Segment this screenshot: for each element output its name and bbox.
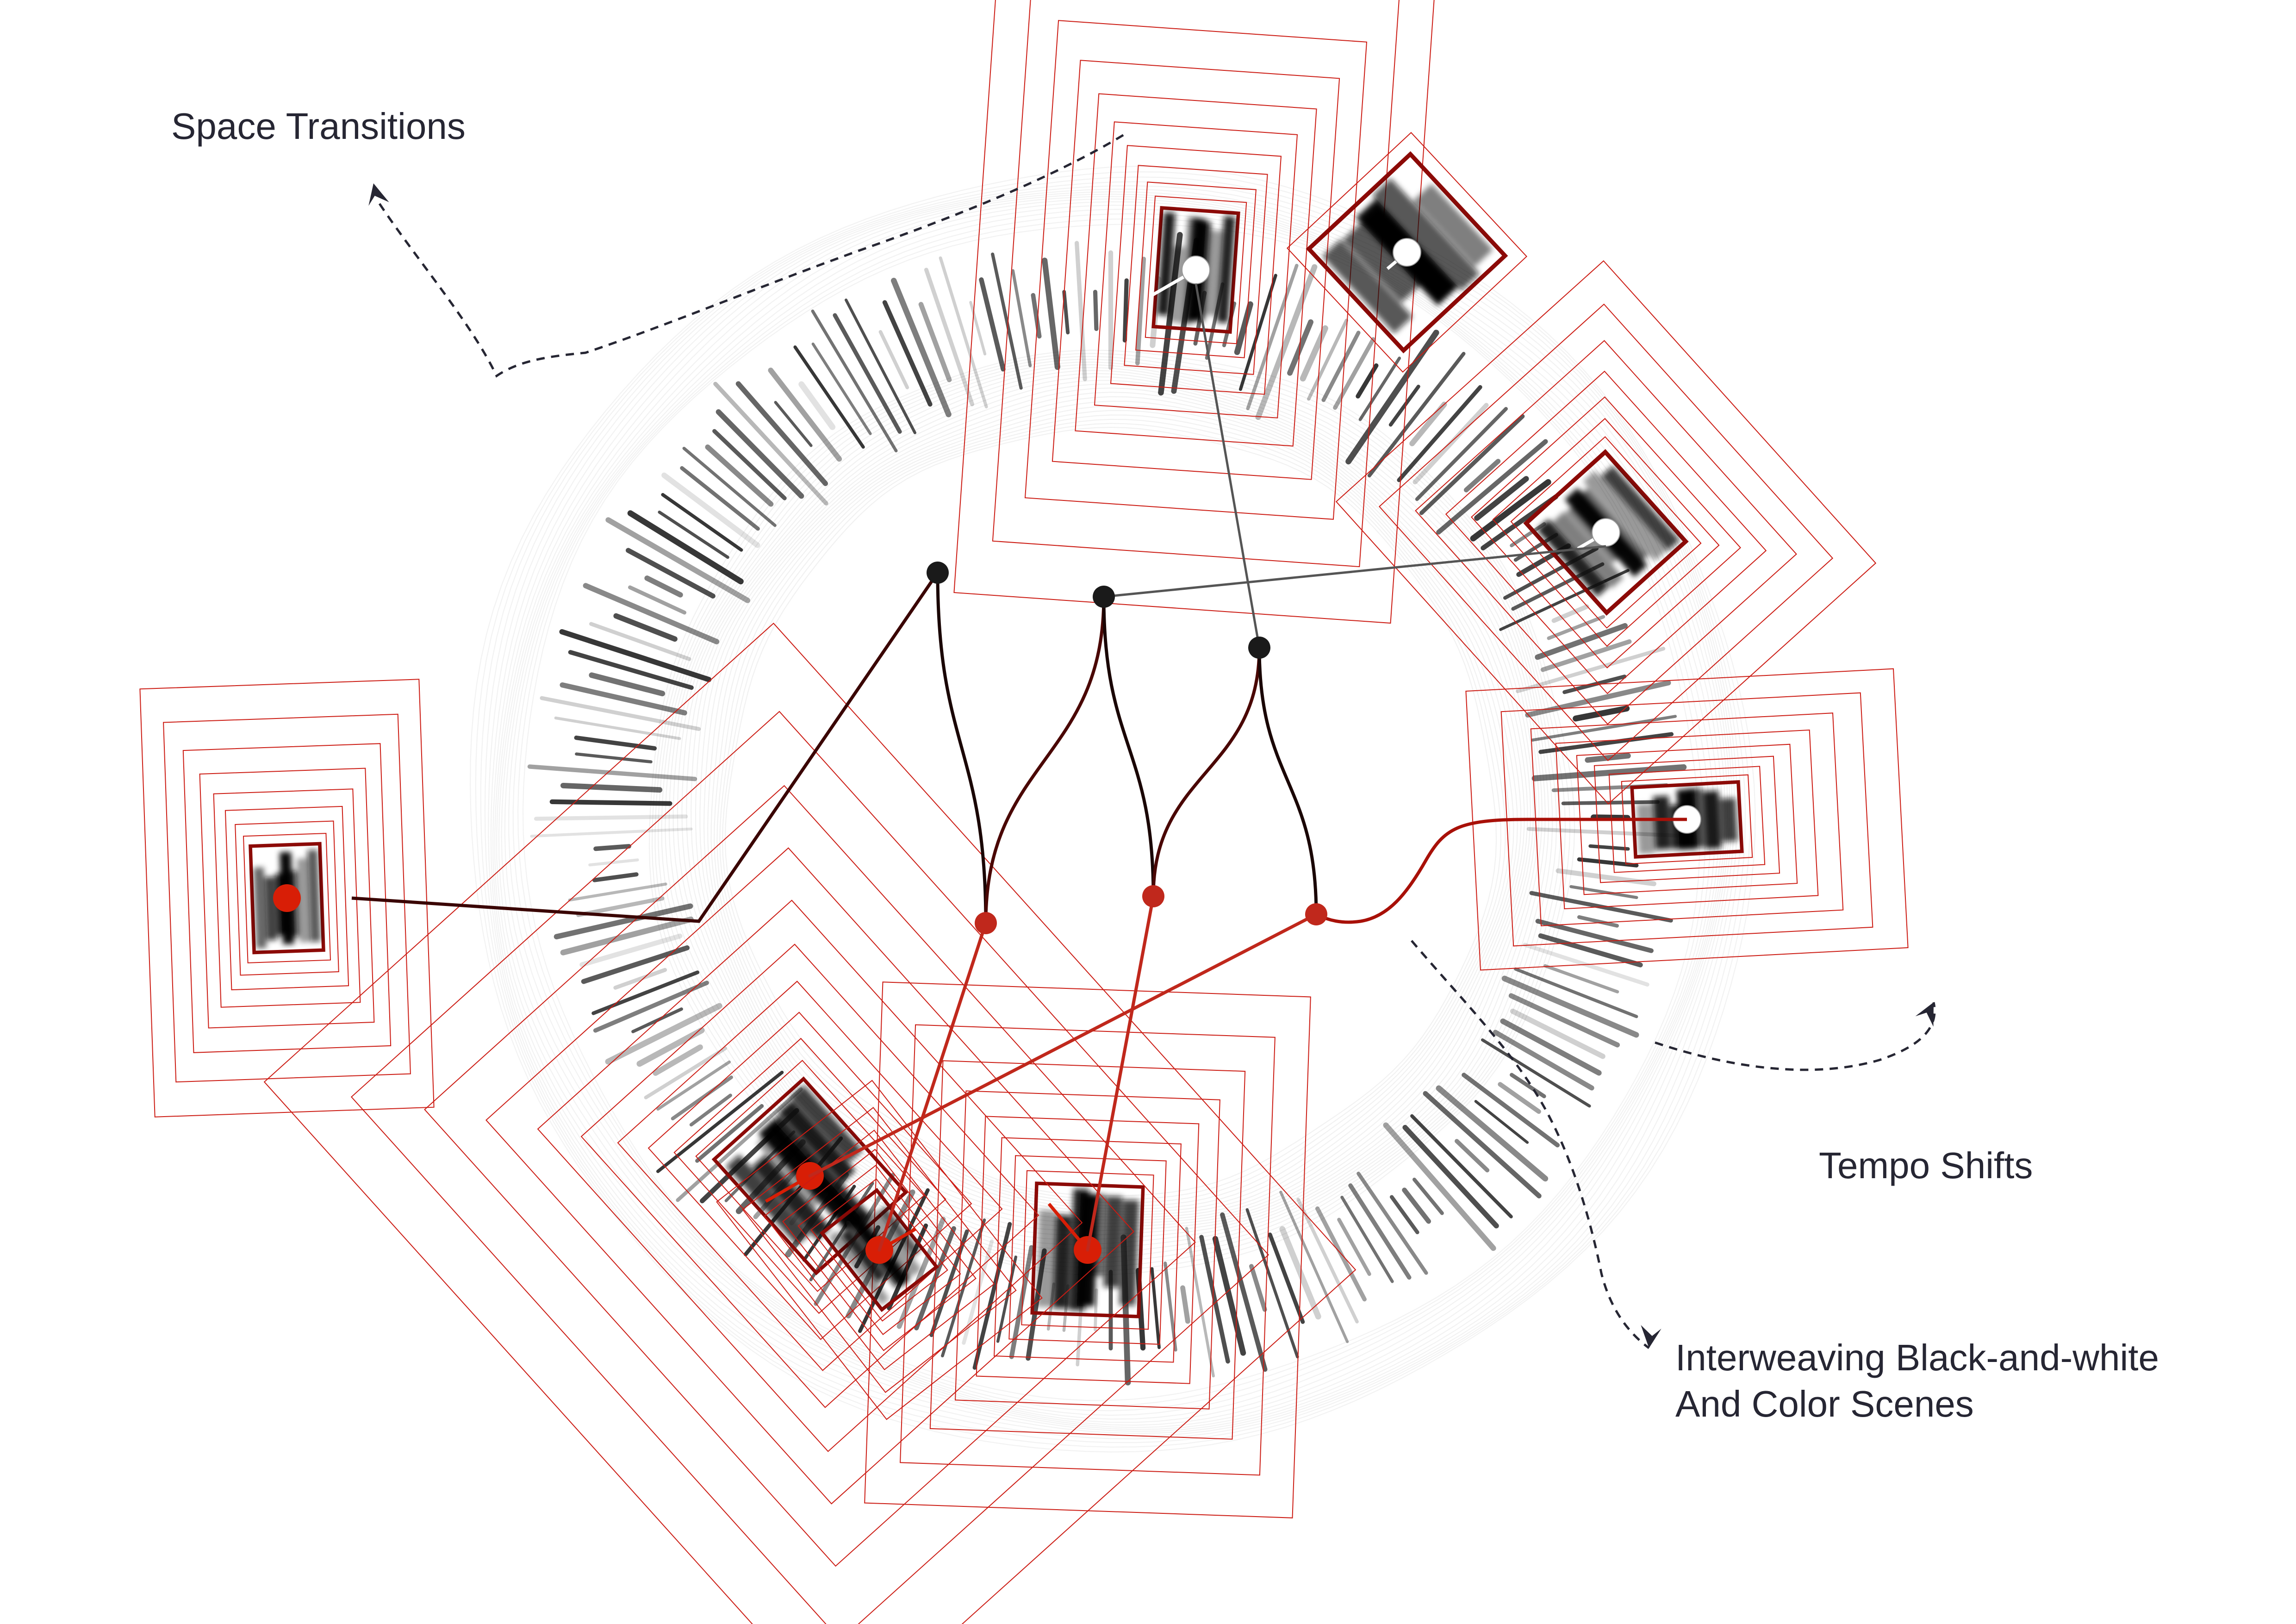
svg-text:Space Transitions: Space Transitions <box>171 106 466 147</box>
svg-text:Tempo Shifts: Tempo Shifts <box>1819 1145 2033 1186</box>
svg-text:Interweaving Black-and-white: Interweaving Black-and-white <box>1675 1337 2159 1378</box>
svg-text:And Color Scenes: And Color Scenes <box>1675 1383 1974 1424</box>
